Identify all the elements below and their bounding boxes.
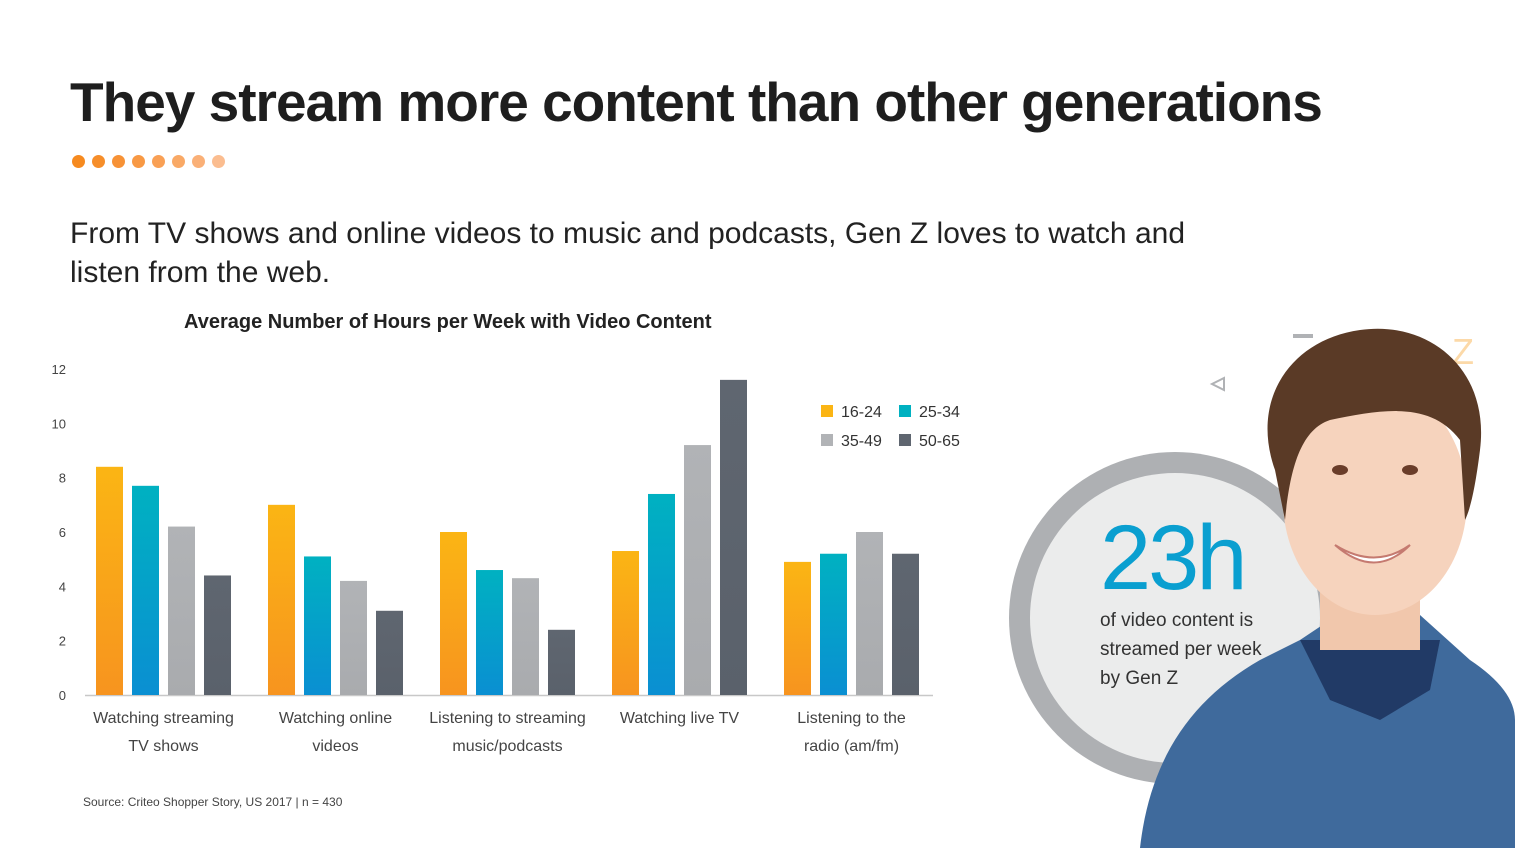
bar-16-24 xyxy=(784,561,811,695)
y-tick-label: 8 xyxy=(59,471,66,486)
legend-label: 25-34 xyxy=(919,404,960,421)
dot-icon xyxy=(132,155,145,168)
chart-title: Average Number of Hours per Week with Vi… xyxy=(184,311,712,333)
legend-swatch xyxy=(821,434,833,446)
bar-25-34 xyxy=(476,570,503,695)
person-photo xyxy=(1140,328,1515,848)
x-tick-label: videos xyxy=(312,738,358,755)
dot-icon xyxy=(212,155,225,168)
dot-icon xyxy=(92,155,105,168)
x-tick-label: music/podcasts xyxy=(452,738,562,755)
bar-25-34 xyxy=(648,493,675,695)
legend-swatch xyxy=(899,405,911,417)
legend-label: 35-49 xyxy=(841,433,882,450)
y-tick-label: 6 xyxy=(59,525,66,540)
y-tick-label: 12 xyxy=(52,362,66,377)
x-tick-label: Listening to the xyxy=(797,710,906,727)
dot-icon xyxy=(172,155,185,168)
bar-35-49 xyxy=(684,445,711,695)
stat-callout: 23h of video content is streamed per wee… xyxy=(1100,510,1270,693)
page-title: They stream more content than other gene… xyxy=(70,71,1323,133)
legend-label: 50-65 xyxy=(919,433,960,450)
bar-16-24 xyxy=(440,532,467,695)
stat-text: of video content is streamed per week by… xyxy=(1100,610,1262,689)
z-decor-icon: Z xyxy=(1452,331,1474,372)
x-tick-label: Watching live TV xyxy=(620,710,739,727)
bar-25-34 xyxy=(132,485,159,695)
stat-value: 23h xyxy=(1100,507,1248,609)
dash-decor-icon xyxy=(1293,334,1313,338)
bar-35-49 xyxy=(512,578,539,695)
dot-icon xyxy=(72,155,85,168)
subtitle: From TV shows and online videos to music… xyxy=(70,217,1186,289)
y-tick-label: 0 xyxy=(59,688,66,703)
y-tick-label: 10 xyxy=(52,416,66,431)
bar-50-65 xyxy=(204,575,231,695)
x-tick-label: Watching online xyxy=(279,710,392,727)
stat-illustration: Z xyxy=(1009,328,1515,848)
dot-icon xyxy=(192,155,205,168)
legend-swatch xyxy=(821,405,833,417)
bar-16-24 xyxy=(268,504,295,695)
bar-35-49 xyxy=(340,580,367,695)
y-tick-label: 2 xyxy=(59,634,66,649)
source-note: Source: Criteo Shopper Story, US 2017 | … xyxy=(83,795,343,809)
x-tick-label: TV shows xyxy=(128,738,198,755)
bar-50-65 xyxy=(892,553,919,695)
bar-50-65 xyxy=(376,610,403,695)
bar-35-49 xyxy=(168,526,195,695)
dot-icon xyxy=(112,155,125,168)
x-tick-label: radio (am/fm) xyxy=(804,738,899,755)
x-tick-label: Watching streaming xyxy=(93,710,234,727)
triangle-decor-icon xyxy=(1209,376,1225,392)
decorative-dots xyxy=(72,155,225,168)
bar-25-34 xyxy=(304,556,331,695)
legend-label: 16-24 xyxy=(841,404,882,421)
bar-25-34 xyxy=(820,553,847,695)
legend-swatch xyxy=(899,434,911,446)
x-tick-label: Listening to streaming xyxy=(429,710,586,727)
y-tick-label: 4 xyxy=(59,579,66,594)
bar-16-24 xyxy=(96,466,123,695)
bar-16-24 xyxy=(612,551,639,695)
bar-50-65 xyxy=(720,379,747,695)
bar-50-65 xyxy=(548,629,575,695)
bar-35-49 xyxy=(856,532,883,695)
dot-icon xyxy=(152,155,165,168)
